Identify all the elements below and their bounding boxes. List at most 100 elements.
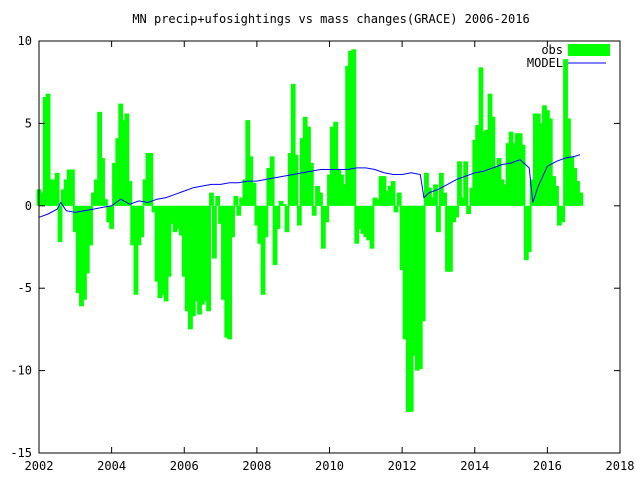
obs-bar: [109, 205, 115, 229]
obs-bar: [60, 189, 66, 206]
x-axis: 2002 2004 2006 2008 2010 2012 2014 2016 2018: [25, 41, 635, 473]
obs-bar: [70, 169, 75, 206]
obs-bar: [302, 116, 308, 206]
obs-bar: [245, 120, 251, 206]
obs-bar: [287, 153, 293, 206]
obs-bar: [275, 205, 281, 229]
obs-bar: [320, 205, 326, 249]
x-tick-label: 2016: [533, 459, 562, 473]
x-tick-label: 2002: [25, 459, 54, 473]
obs-bar: [405, 205, 411, 412]
obs-bar: [39, 192, 45, 206]
obs-bar: [342, 184, 348, 206]
obs-bar: [211, 205, 217, 259]
obs-bar: [157, 205, 163, 299]
obs-bar: [578, 192, 584, 206]
x-tick-label: 2004: [97, 459, 126, 473]
obs-bar: [299, 138, 305, 206]
obs-bar: [542, 105, 547, 206]
model-line-layer: [38, 154, 581, 218]
obs-bar: [88, 205, 93, 246]
obs-bar: [148, 153, 154, 206]
obs-bar: [478, 67, 484, 206]
obs-bar: [547, 118, 553, 206]
obs-bar: [357, 205, 363, 229]
obs-bar: [239, 197, 245, 206]
obs-bar: [118, 103, 124, 206]
obs-bar: [535, 113, 541, 206]
obs-bar: [426, 187, 432, 206]
obs-bar: [251, 182, 257, 206]
obs-bar: [563, 59, 568, 206]
obs-bar: [63, 179, 69, 206]
obs-bar: [448, 205, 453, 272]
obs-bar: [363, 205, 369, 238]
obs-bar: [172, 205, 178, 233]
obs-bar: [197, 205, 202, 315]
obs-bar: [384, 190, 390, 206]
x-tick-label: 2006: [170, 459, 199, 473]
obs-bar: [502, 184, 508, 206]
obs-bar: [127, 181, 133, 206]
obs-bar: [560, 205, 566, 223]
obs-bar: [393, 205, 399, 213]
obs-bar: [296, 205, 302, 226]
obs-bar: [154, 205, 160, 282]
x-tick-label: 2014: [460, 459, 489, 473]
obs-bar: [278, 200, 284, 206]
obs-bar: [520, 144, 526, 206]
obs-bar: [188, 205, 193, 330]
obs-bar: [160, 205, 166, 295]
obs-bar: [417, 205, 423, 369]
obs-bar: [442, 192, 448, 206]
obs-bar: [272, 205, 278, 266]
obs-bar: [469, 187, 475, 206]
y-tick-label: 10: [18, 34, 32, 48]
obs-bar: [551, 176, 556, 206]
y-tick-label: -15: [10, 446, 32, 460]
obs-bar: [348, 50, 353, 206]
obs-bar: [42, 97, 48, 206]
obs-bar: [293, 154, 299, 206]
y-tick-label: -10: [10, 364, 32, 378]
x-tick-label: 2018: [606, 459, 635, 473]
obs-bar: [375, 199, 381, 206]
obs-bar: [124, 113, 130, 206]
obs-bar: [436, 205, 441, 233]
obs-bar: [84, 205, 90, 274]
obs-bar: [387, 186, 393, 206]
y-tick-label: -5: [18, 281, 32, 295]
plot-frame: [38, 40, 621, 454]
obs-bar: [538, 123, 544, 206]
obs-bar: [390, 181, 396, 206]
obs-bar: [266, 167, 272, 206]
obs-bar: [460, 197, 466, 206]
obs-bar: [54, 172, 60, 206]
obs-bar: [481, 131, 487, 206]
obs-bar: [327, 174, 332, 206]
legend-label-model: MODEL: [527, 56, 563, 70]
obs-bar: [136, 205, 142, 246]
obs-bar: [233, 195, 239, 206]
obs-bar: [381, 176, 387, 206]
obs-bar: [306, 126, 311, 206]
obs-bar: [254, 205, 260, 226]
obs-bar: [333, 121, 339, 206]
obs-bar: [433, 184, 438, 206]
obs-bar: [339, 174, 344, 206]
obs-bar: [206, 205, 211, 312]
obs-bar: [445, 205, 450, 272]
obs-bar: [115, 138, 121, 206]
y-tick-label: 5: [25, 116, 32, 130]
obs-bar: [236, 205, 242, 216]
obs-bar: [566, 118, 571, 206]
obs-bar: [354, 205, 360, 244]
obs-bar: [221, 205, 226, 300]
obs-bar: [463, 161, 469, 206]
x-tick-label: 2008: [242, 459, 271, 473]
obs-bar: [230, 205, 235, 238]
obs-bar: [45, 93, 51, 206]
obs-bar: [360, 205, 366, 234]
obs-bar: [202, 205, 208, 302]
obs-bar: [218, 205, 223, 224]
